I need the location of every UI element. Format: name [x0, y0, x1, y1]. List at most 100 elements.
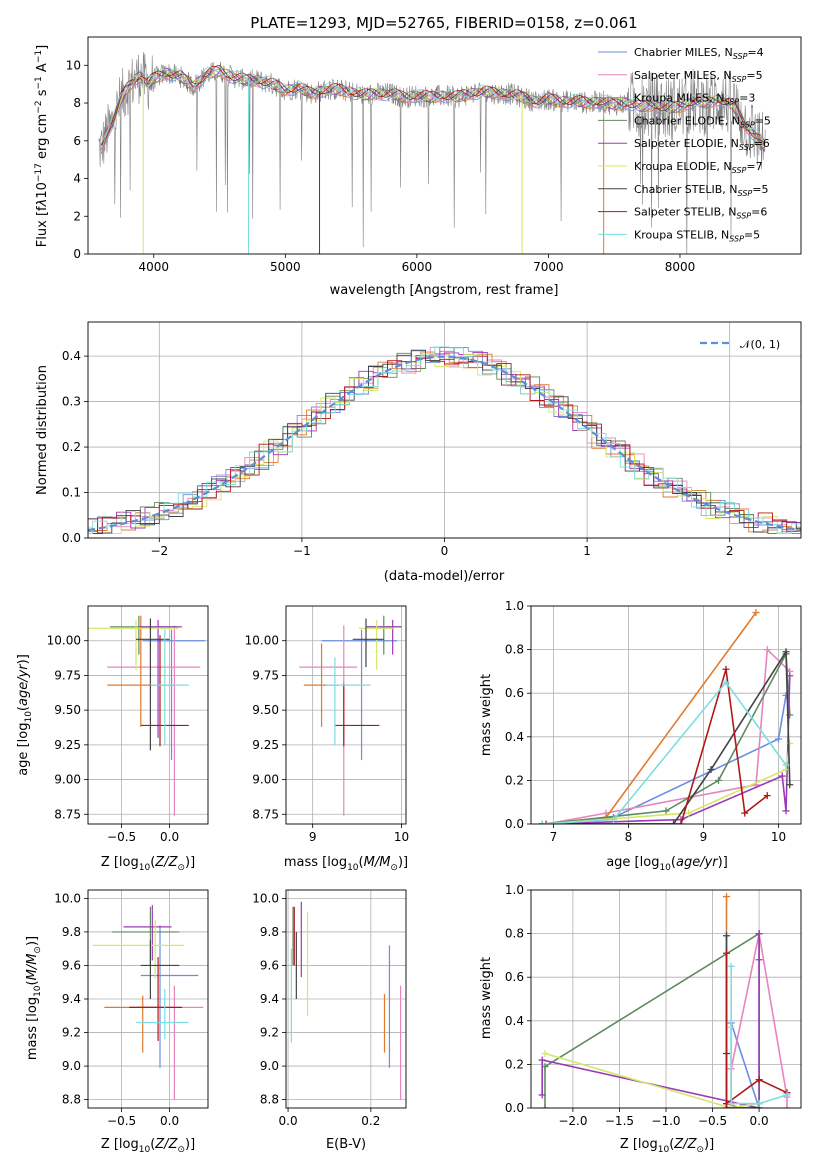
y-tick-label: 9.50 [252, 703, 279, 717]
y-tick-label: 9.00 [252, 773, 279, 787]
series-marker [727, 962, 735, 970]
legend-value: =5 [746, 69, 762, 82]
series-marker [783, 1091, 791, 1099]
legend-value: =5 [752, 183, 768, 196]
y-tick-label: 0.8 [505, 643, 524, 657]
residual-histogram-kroupa-elodie [88, 353, 801, 534]
legend-subscript: SSP [724, 98, 739, 107]
y-tick-label: 0.6 [505, 686, 524, 700]
data-point-chabrier-stelib [352, 618, 384, 668]
x-tick-label: −2.0 [558, 1114, 587, 1128]
spectrum-x-label: wavelength [Angstrom, rest frame] [330, 283, 559, 298]
series-kroupa-stelib [727, 962, 791, 1108]
residuals-x-label: (data-model)/error [384, 569, 505, 584]
series-line [544, 1027, 760, 1108]
age-vs-metallicity-panel: −0.5 0.0 8.75 9.00 9.25 9.50 9.75 10.00 [47, 605, 209, 844]
x-tick-label: 9 [700, 830, 708, 844]
x-tick-label: 0 [441, 544, 449, 558]
plot-area [299, 615, 402, 816]
series-line [541, 933, 760, 1108]
series-chabrier-stelib [538, 648, 794, 824]
model-spectrum-chabrier-miles [100, 68, 765, 151]
series-marker [755, 956, 763, 964]
data-point-chabrier-elodie [112, 906, 180, 966]
massZ-y-label: mass [log10(M/M⊙)] [25, 936, 43, 1060]
series-line [730, 1022, 760, 1108]
data-point-salpeter-stelib [334, 683, 380, 747]
y-tick-label: 1.0 [505, 599, 524, 613]
legend-entry-salpeter-elodie: Salpeter ELODIE, NSSP=6 [634, 137, 770, 152]
data-point-kroupa-stelib [150, 629, 189, 745]
legend-value: =5 [744, 228, 760, 241]
data-point-chabrier-elodie [366, 615, 402, 655]
mass-weight-vs-metallicity-panel: −2.0 −1.5 −1.0 −0.5 0.0 0.0 0.2 0.4 0.6 0.8 1.0 [505, 883, 802, 1128]
y-tick-label: 0.4 [505, 730, 524, 744]
series-line [730, 966, 788, 1105]
legend-subscript: SSP [738, 189, 753, 198]
mass-weight-vs-age-panel: 7 8 9 10 0.0 0.2 0.4 0.6 0.8 1.0 [505, 599, 802, 844]
series-kroupa-stelib [538, 678, 790, 824]
series-marker [786, 739, 794, 747]
x-tick-label: 4000 [139, 260, 170, 274]
plot-area [538, 609, 794, 824]
x-tick-label: −0.5 [107, 1114, 136, 1128]
y-tick-label: 0.2 [62, 440, 81, 454]
x-tick-label: 0.0 [279, 1114, 298, 1128]
massZ-x-label: Z [log10(Z/Z⊙)] [101, 1137, 195, 1155]
x-tick-label: 10 [394, 830, 409, 844]
residuals-panel: −2 −1 0 1 2 0.0 0.1 0.2 0.3 0.4 𝒩(0, 1) [62, 321, 802, 558]
legend-entry-chabrier-miles: Chabrier MILES, NSSP=4 [634, 46, 764, 61]
series-marker [541, 1050, 549, 1057]
plot-area [98, 51, 766, 254]
normal-distribution-curve [88, 355, 801, 532]
y-tick-label: 0.3 [62, 395, 81, 409]
y-tick-label: 8 [73, 96, 81, 110]
series-kroupa-miles [723, 893, 763, 1108]
plot-area [88, 615, 206, 816]
x-tick-label: 0.0 [160, 830, 179, 844]
legend-entry-kroupa-miles: Kroupa MILES, NSSP=3 [634, 92, 755, 107]
y-tick-label: 0.0 [505, 817, 524, 831]
residual-histogram-chabrier-elodie [88, 347, 801, 534]
mass-vs-extinction-panel: 0.0 0.2 8.8 9.0 9.2 9.4 9.6 9.8 10.0 [252, 889, 407, 1128]
x-tick-label: 0.0 [750, 1114, 769, 1128]
y-tick-label: 0.2 [505, 773, 524, 787]
series-marker [677, 820, 685, 824]
mwAge-y-label: mass weight [479, 674, 494, 756]
y-tick-label: 9.2 [260, 1026, 279, 1040]
y-tick-label: 4 [73, 172, 81, 186]
y-tick-label: 9.4 [260, 992, 279, 1006]
legend-subscript: SSP [732, 75, 747, 84]
y-tick-label: 0 [73, 247, 81, 261]
series-line [542, 649, 791, 824]
legend-value: =3 [739, 92, 755, 105]
series-marker [685, 809, 692, 817]
x-tick-label: 10 [771, 830, 786, 844]
axes-frame [530, 605, 802, 825]
spectrum-panel: 4000 5000 6000 7000 8000 0 2 4 6 8 10 Chabrier MILE… [66, 36, 802, 274]
series-marker [722, 665, 730, 673]
model-spectrum-chabrier-stelib [100, 65, 765, 146]
x-tick-label: 1 [583, 544, 591, 558]
mwZ-y-label: mass weight [479, 957, 494, 1039]
x-tick-label: 9 [309, 830, 317, 844]
data-point-kroupa-elodie [92, 920, 184, 979]
series-marker [782, 648, 790, 656]
legend-entry-salpeter-stelib: Salpeter STELIB, NSSP=6 [634, 206, 767, 221]
legend-entry-normal: 𝒩(0, 1) [740, 338, 780, 351]
residual-histogram-chabrier-stelib [88, 349, 801, 534]
legend-entry-salpeter-miles: Salpeter MILES, NSSP=5 [634, 69, 763, 84]
x-tick-label: 6000 [402, 260, 433, 274]
data-point-chabrier-stelib [136, 618, 170, 751]
legend-value: =6 [754, 137, 770, 150]
data-point-kroupa-stelib [326, 657, 371, 745]
legend-entry-kroupa-elodie: Kroupa ELODIE, NSSP=7 [634, 160, 763, 175]
data-point-salpeter-miles [107, 625, 201, 816]
y-tick-label: 0.0 [505, 1101, 524, 1115]
x-tick-label: −1 [293, 544, 311, 558]
series-marker [610, 816, 617, 824]
y-tick-label: 9.0 [62, 1059, 81, 1073]
mwAge-x-label: age [log10(age/yr)] [606, 855, 728, 873]
series-marker [723, 949, 731, 957]
y-tick-label: 9.0 [260, 1059, 279, 1073]
